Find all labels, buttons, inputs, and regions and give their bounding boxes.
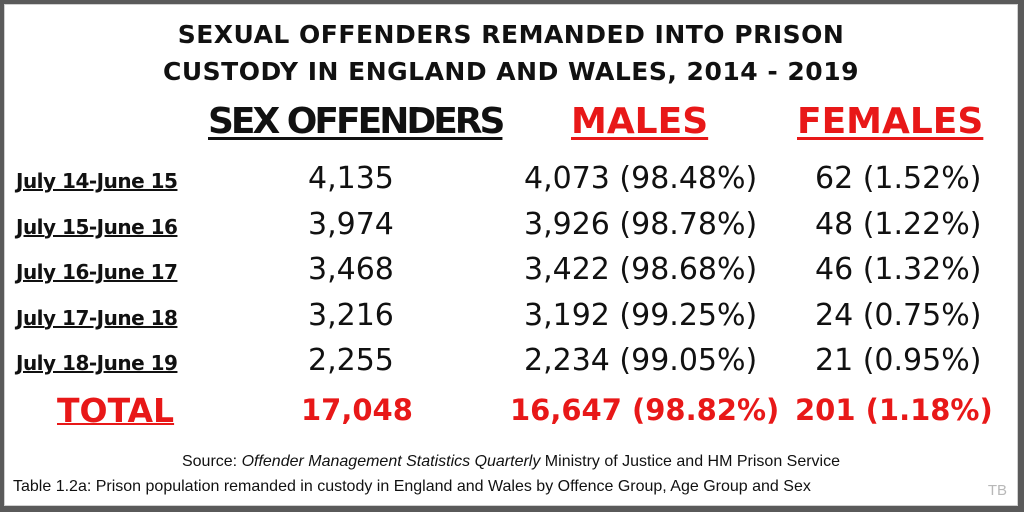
row-period: July 16-June 17 [16,260,178,284]
total-females: 201 (1.18%) [795,393,993,427]
row-females: 24 (0.75%) [815,297,982,333]
total-row: TOTAL 17,048 16,647 (98.82%) 201 (1.18%) [5,391,1017,433]
column-header-males: MALES [571,101,709,142]
table-row: July 17-June 18 3,216 3,192 (99.25%) 24 (0.… [5,298,1017,338]
source-publication: Offender Management Statistics Quarterly [241,453,541,470]
row-males: 3,192 (99.25%) [524,297,758,333]
title-line-2: CUSTODY IN ENGLAND AND WALES, 2014 - 201… [163,57,859,86]
row-period: July 14-June 15 [16,169,178,193]
row-period: July 15-June 16 [16,214,178,239]
source-line: Source: Offender Management Statistics Q… [5,453,1017,471]
row-males: 3,422 (98.68%) [524,252,758,287]
row-females: 46 (1.32%) [815,252,982,287]
source-suffix: Ministry of Justice and HM Prison Servic… [540,453,841,470]
table-row: July 16-June 17 3,468 3,422 (98.68%) 46 (1.… [5,252,1017,292]
column-header-females: FEMALES [797,101,984,142]
row-sex-offenders: 3,468 [308,252,394,287]
table-row: July 15-June 16 3,974 3,926 (98.78%) 48 (1.… [5,207,1017,247]
row-females: 62 (1.52%) [815,161,982,196]
row-males: 2,234 (99.05%) [524,343,758,378]
row-sex-offenders: 4,135 [308,161,394,196]
row-sex-offenders: 3,974 [308,206,394,242]
row-females: 21 (0.95%) [815,343,982,378]
title-line-1: SEXUAL OFFENDERS REMANDED INTO PRISON [177,20,845,49]
table-row: July 14-June 15 4,135 4,073 (98.48%) 62 (1.… [5,161,1017,201]
total-sex-offenders: 17,048 [301,393,413,427]
total-label: TOTAL [57,391,175,430]
row-period: July 18-June 19 [16,351,178,375]
row-period: July 17-June 18 [16,305,178,330]
total-males: 16,647 (98.82%) [510,393,780,427]
row-females: 48 (1.22%) [815,206,982,242]
table-row: July 18-June 19 2,255 2,234 (99.05%) 21 (0.… [5,343,1017,383]
row-sex-offenders: 3,216 [308,297,394,333]
table-note: Table 1.2a: Prison population remanded i… [13,478,811,495]
watermark: TB [987,482,1007,499]
row-males: 3,926 (98.78%) [524,206,758,242]
row-males: 4,073 (98.48%) [524,161,758,196]
row-sex-offenders: 2,255 [308,343,394,378]
column-header-sex-offenders: SEX OFFENDERS [208,101,505,142]
source-prefix: Source: [181,453,242,470]
infographic-card: SEXUAL OFFENDERS REMANDED INTO PRISON CU… [4,4,1018,506]
